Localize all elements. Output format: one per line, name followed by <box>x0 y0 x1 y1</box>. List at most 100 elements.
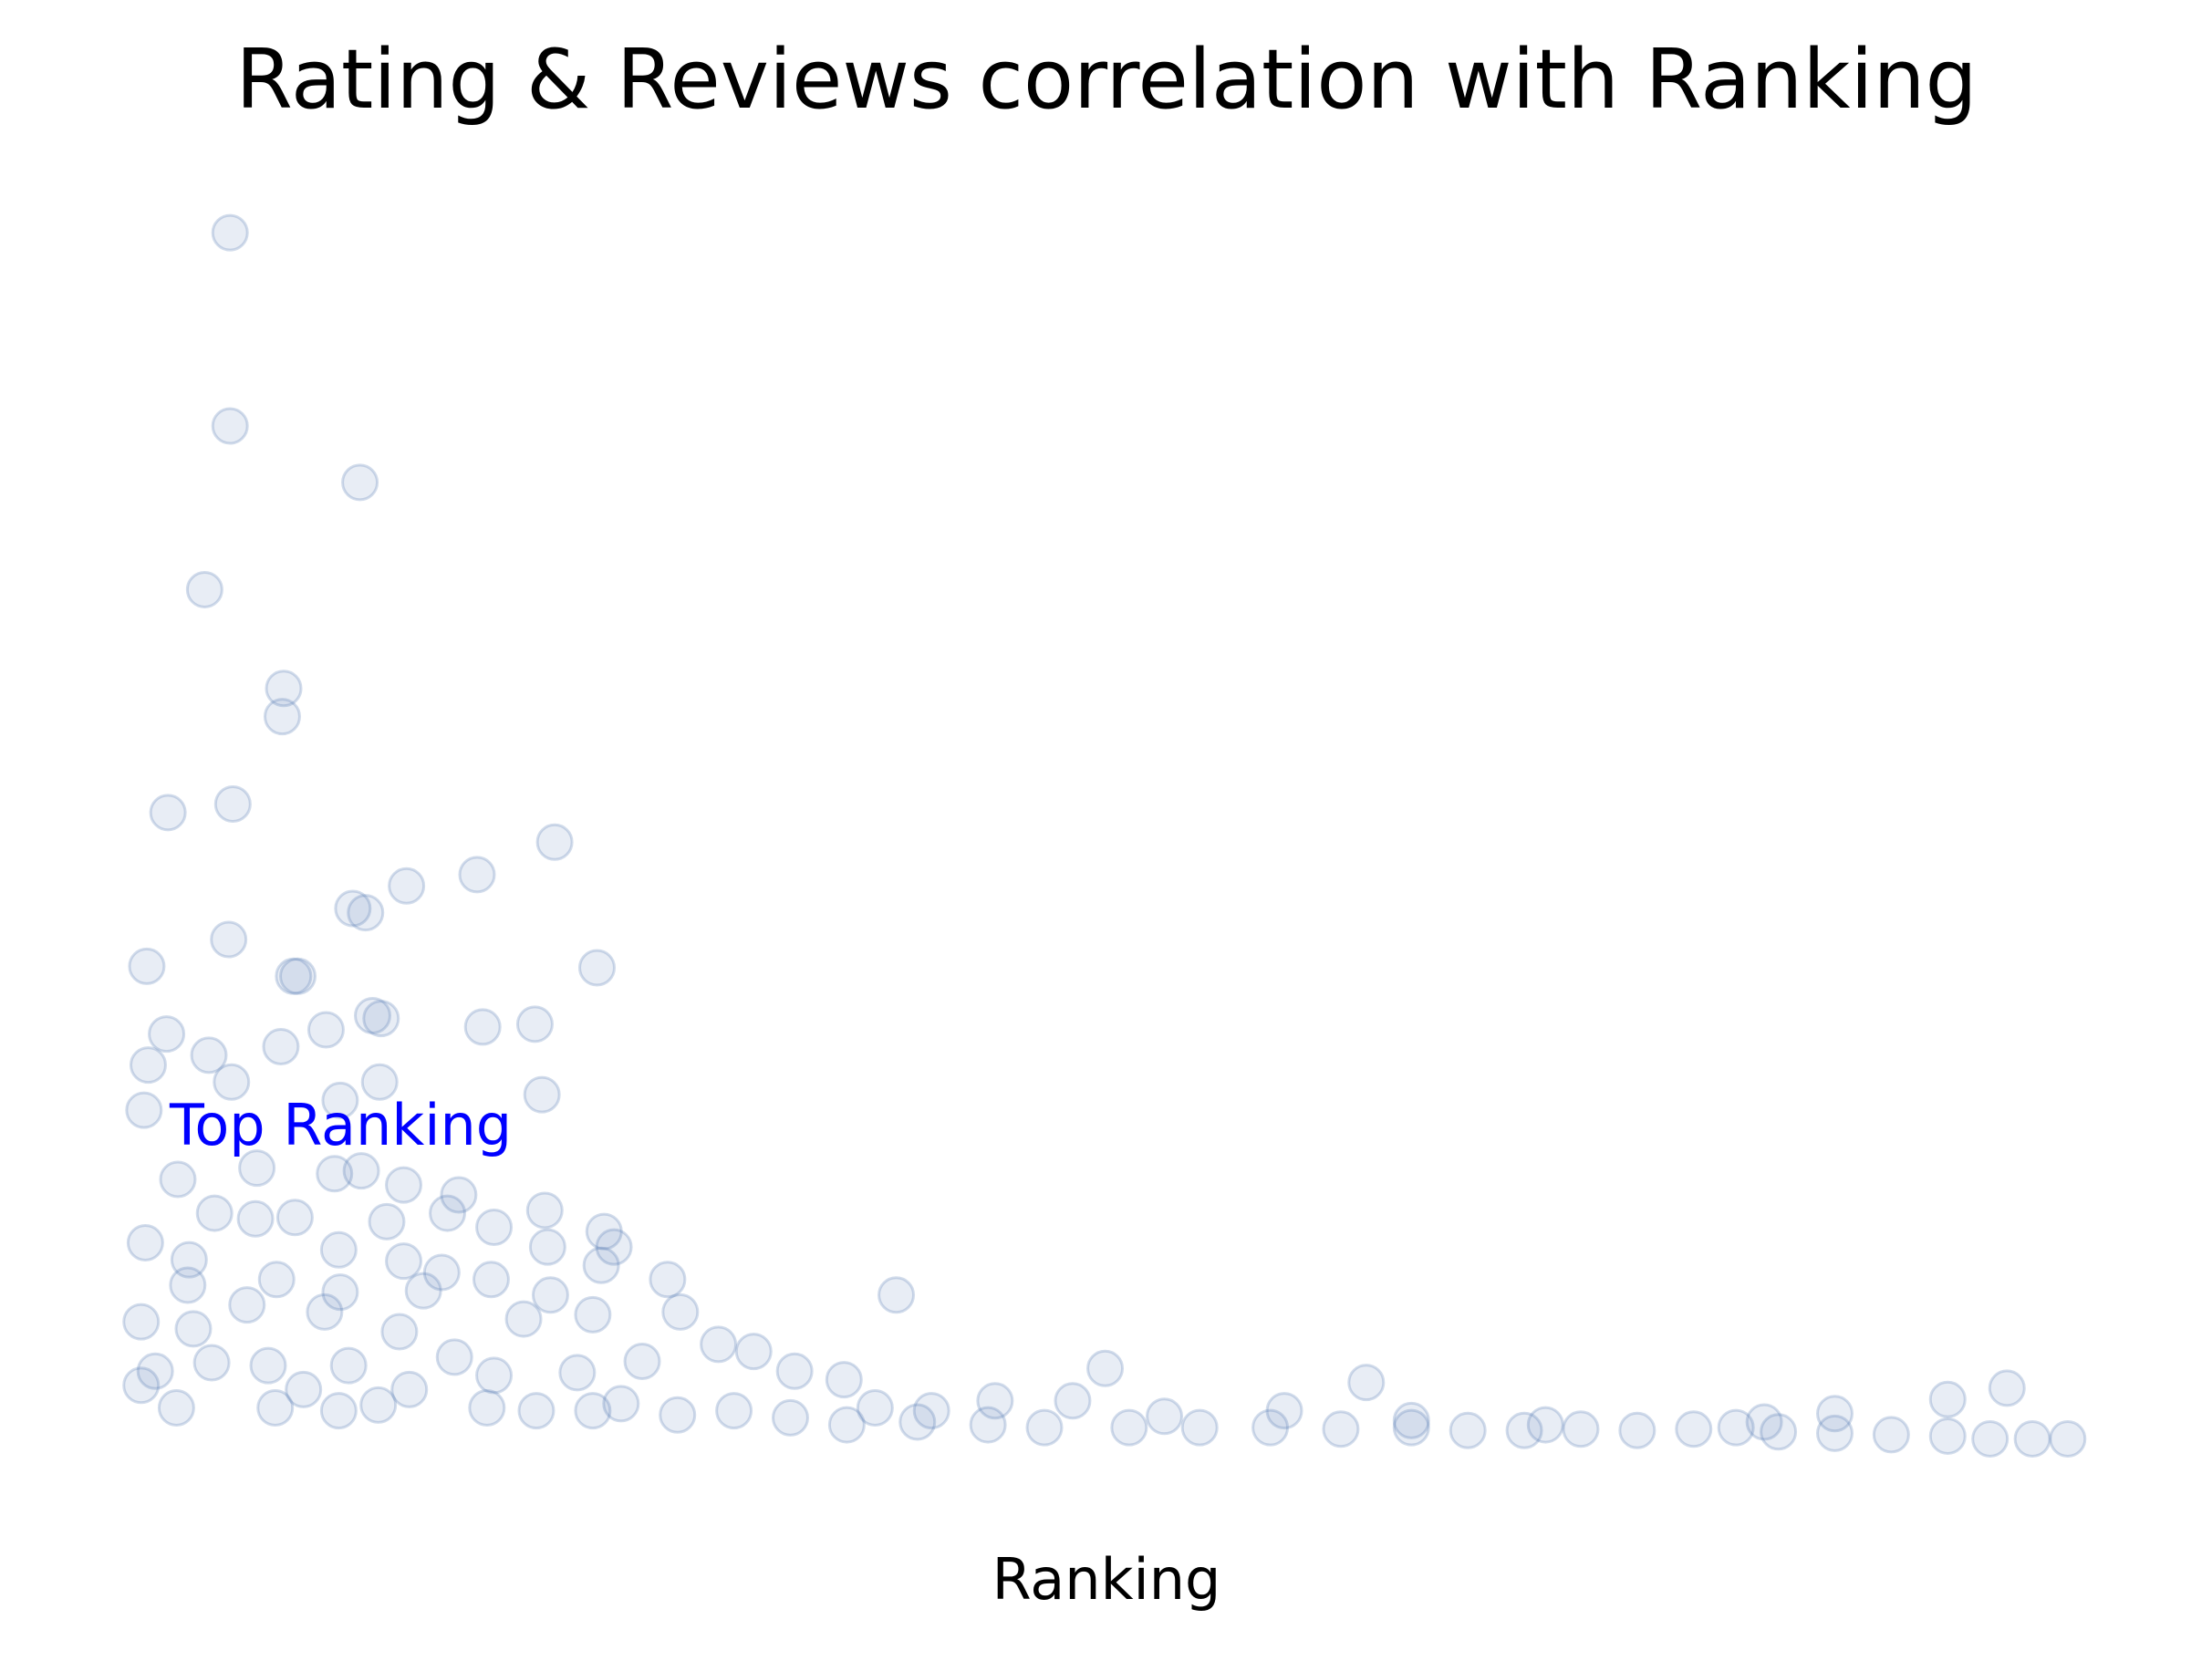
point <box>129 1046 167 1085</box>
point <box>262 1028 300 1066</box>
point <box>319 1230 358 1269</box>
point <box>525 1191 564 1230</box>
point <box>136 1352 174 1390</box>
point <box>715 1392 753 1430</box>
point <box>1347 1364 1386 1402</box>
point <box>385 1242 423 1281</box>
point <box>278 957 317 995</box>
point <box>169 1266 207 1304</box>
point <box>440 1176 478 1214</box>
point <box>1025 1408 1064 1447</box>
point <box>428 1194 466 1232</box>
point <box>659 1396 697 1434</box>
point <box>1675 1410 1713 1448</box>
point <box>1988 1369 2026 1407</box>
point <box>1322 1410 1360 1448</box>
point <box>275 957 313 995</box>
point <box>238 1149 276 1188</box>
point <box>122 1303 161 1341</box>
point <box>472 1261 510 1299</box>
point <box>195 1194 234 1232</box>
point <box>321 1273 359 1312</box>
point <box>422 1253 461 1292</box>
point <box>263 698 301 736</box>
point <box>388 867 426 905</box>
point <box>185 570 223 608</box>
point <box>1505 1411 1543 1449</box>
point <box>775 1352 814 1390</box>
point <box>390 1370 429 1408</box>
point <box>319 1392 358 1430</box>
point <box>213 1063 251 1101</box>
point <box>329 1346 368 1385</box>
point <box>1815 1395 1854 1433</box>
point <box>595 1228 633 1266</box>
point <box>827 1406 866 1444</box>
point <box>342 1152 380 1190</box>
point <box>1392 1401 1430 1439</box>
point <box>582 1246 620 1284</box>
point <box>1449 1411 1487 1449</box>
point <box>661 1292 700 1331</box>
point <box>463 1008 502 1046</box>
point <box>515 1005 554 1043</box>
point <box>1618 1411 1656 1449</box>
point <box>368 1202 406 1241</box>
point <box>558 1354 597 1392</box>
point <box>257 1261 296 1299</box>
point <box>249 1346 287 1385</box>
point <box>504 1300 543 1338</box>
point <box>578 949 617 987</box>
point <box>149 794 187 832</box>
point <box>523 1075 561 1114</box>
point <box>1928 1380 1967 1418</box>
point <box>360 1063 399 1101</box>
point <box>475 1209 514 1247</box>
point <box>211 213 249 252</box>
point <box>825 1361 863 1399</box>
point <box>856 1389 894 1427</box>
point <box>898 1403 937 1441</box>
point <box>1745 1403 1783 1441</box>
point <box>435 1338 473 1376</box>
point <box>321 1081 359 1119</box>
point <box>170 1241 208 1279</box>
point <box>1392 1408 1430 1447</box>
point <box>771 1398 809 1437</box>
point <box>574 1392 612 1430</box>
point <box>1760 1413 1798 1451</box>
point <box>1872 1416 1910 1454</box>
point <box>475 1356 514 1395</box>
point <box>347 894 385 932</box>
point <box>1054 1382 1092 1420</box>
point <box>157 1389 195 1427</box>
point <box>976 1382 1014 1420</box>
point <box>1180 1408 1219 1447</box>
point <box>256 1389 295 1427</box>
point <box>1526 1406 1564 1444</box>
point <box>159 1160 197 1199</box>
point <box>1146 1397 1184 1436</box>
point <box>275 1199 314 1237</box>
x-axis-label: Ranking <box>992 1546 1221 1613</box>
point <box>380 1313 419 1351</box>
point <box>122 1366 161 1405</box>
point <box>458 856 496 894</box>
point <box>126 1224 164 1262</box>
point <box>585 1212 623 1251</box>
point <box>1251 1408 1290 1447</box>
point <box>912 1392 950 1430</box>
point <box>174 1310 213 1348</box>
point <box>528 1228 566 1266</box>
point <box>734 1333 773 1371</box>
point <box>236 1199 275 1238</box>
point <box>190 1036 228 1074</box>
point <box>362 1000 400 1038</box>
point <box>334 889 372 928</box>
point <box>602 1385 640 1423</box>
point <box>468 1389 506 1427</box>
point <box>210 920 248 959</box>
point <box>1110 1408 1148 1447</box>
point <box>213 785 252 824</box>
